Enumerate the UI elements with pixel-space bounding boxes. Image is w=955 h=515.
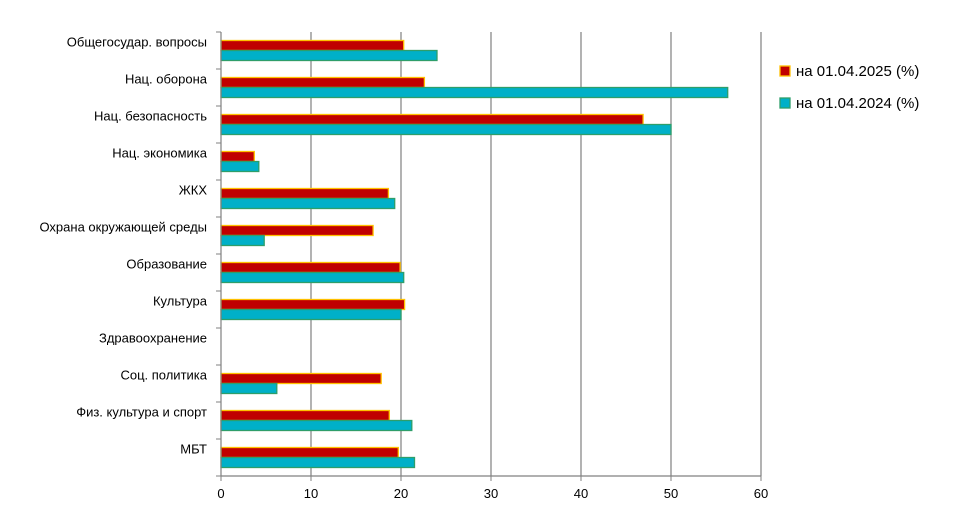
x-tick-label: 20 [394,486,408,501]
bar-series1-1 [220,76,426,89]
category-label: Общегосудар. вопросы [67,35,207,50]
category-label: Культура [153,294,208,309]
category-label: ЖКХ [179,183,208,198]
category-label: Охрана окружающей среды [39,220,207,235]
legend-label-series2: на 01.04.2024 (%) [796,95,919,112]
bar-series1-2 [220,113,644,126]
legend-swatch-series1 [779,65,791,77]
legend-swatch-series2 [779,97,791,109]
category-label: МБТ [180,442,207,457]
bar-series1-11 [220,446,399,459]
x-tick-label: 0 [217,486,224,501]
x-tick-label: 40 [574,486,588,501]
bar-series2-3 [220,160,260,173]
bar-series1-4 [220,187,390,200]
bar-series2-4 [220,197,396,210]
bar-series2-2 [220,123,672,136]
bar-series2-7 [220,308,402,321]
category-label: Нац. экономика [112,146,208,161]
bar-series1-6 [220,261,401,274]
bars [220,39,729,469]
bar-series1-3 [220,150,255,163]
x-tick-label: 50 [664,486,678,501]
legend: на 01.04.2025 (%) на 01.04.2024 (%) [779,63,919,112]
category-label: Нац. оборона [125,72,208,87]
grid-lines [310,32,762,476]
category-label: Нац. безопасность [94,109,207,124]
bar-series2-1 [220,86,729,99]
bar-series1-9 [220,372,382,385]
bar-series2-10 [220,419,413,432]
category-label: Соц. политика [120,368,207,383]
bar-series2-9 [220,382,278,395]
bar-series2-6 [220,271,405,284]
bar-series2-11 [220,456,416,469]
category-label: Физ. культура и спорт [76,405,207,420]
bar-series1-5 [220,224,374,237]
x-tick-label: 10 [304,486,318,501]
bar-series2-0 [220,49,438,62]
bar-series2-5 [220,234,265,247]
category-label: Образование [126,257,207,272]
legend-label-series1: на 01.04.2025 (%) [796,63,919,80]
bar-series1-10 [220,409,390,422]
bar-series1-0 [220,39,405,52]
bar-series1-7 [220,298,406,311]
x-tick-label: 30 [484,486,498,501]
axes: 0 10 20 30 40 50 60 Общегосудар. вопросы Нац. об… [39,31,768,501]
x-tick-label: 60 [754,486,768,501]
category-label: Здравоохранение [99,331,207,346]
